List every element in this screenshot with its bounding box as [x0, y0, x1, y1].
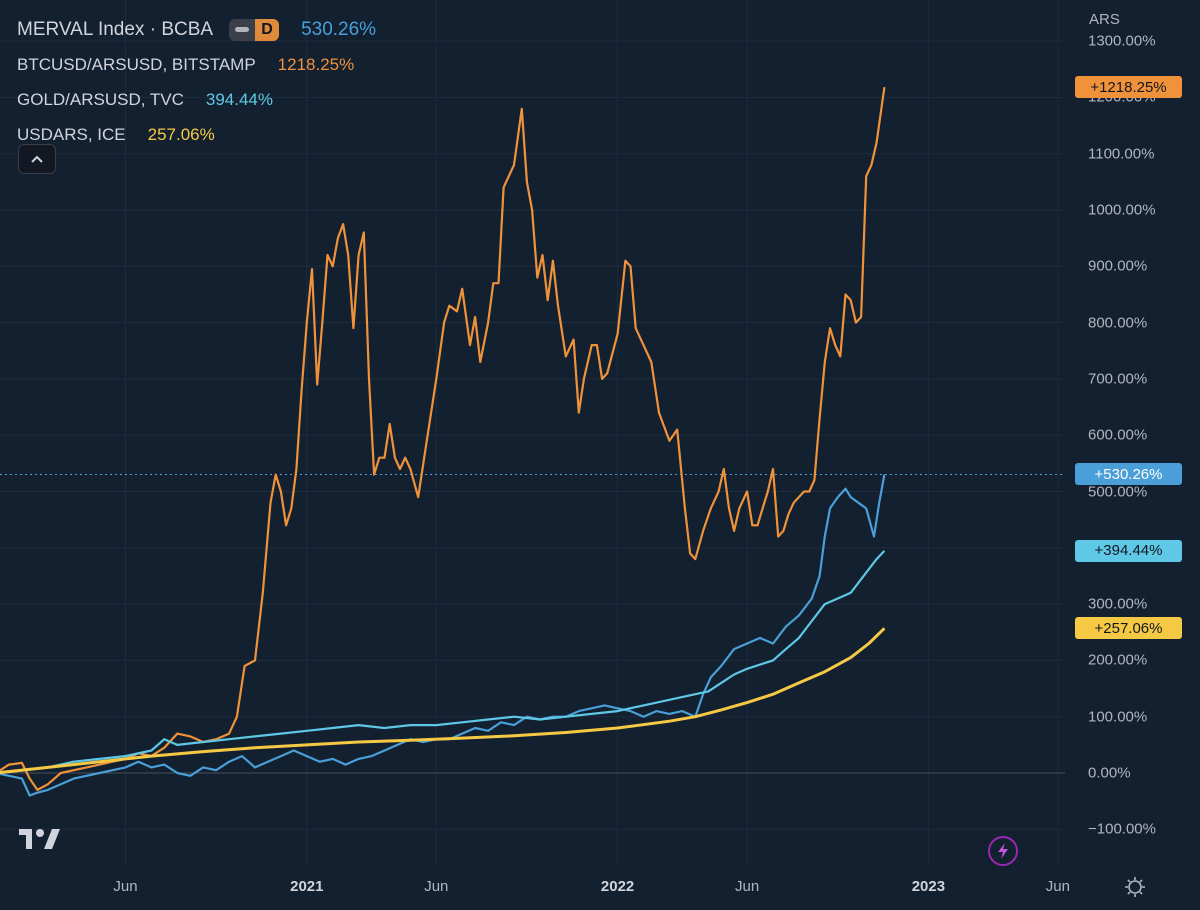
last-value-badge: +257.06%: [1075, 617, 1182, 640]
x-tick-label: 2022: [600, 878, 635, 895]
y-tick-label: 0.00%: [1088, 764, 1131, 782]
hide-icon[interactable]: [229, 27, 255, 32]
x-tick-label: Jun: [113, 878, 138, 895]
settings-button[interactable]: [1124, 876, 1146, 903]
legend-name: BTCUSD/ARSUSD, BITSTAMP: [17, 54, 256, 74]
legend-pct: 394.44%: [205, 89, 274, 109]
legend-pct: 1218.25%: [277, 54, 355, 74]
y-tick-label: 200.00%: [1088, 651, 1148, 669]
legend-pct: 257.06%: [147, 124, 215, 144]
series-layer: [0, 86, 886, 797]
main-pct: 530.26%: [301, 18, 377, 40]
legend-row-btc[interactable]: BTCUSD/ARSUSD, BITSTAMP 1218.25%: [17, 47, 376, 82]
y-tick-label: 800.00%: [1088, 314, 1148, 332]
y-tick-label: 600.00%: [1088, 426, 1148, 444]
interval-badge[interactable]: D: [255, 18, 280, 41]
legend-name: GOLD/ARSUSD, TVC: [17, 89, 184, 109]
axis-currency-label[interactable]: ARS: [1089, 11, 1120, 28]
series-line-usdars[interactable]: [0, 627, 886, 775]
legend-main-row[interactable]: MERVAL Index · BCBA D 530.26%: [17, 12, 376, 47]
collapse-legend-button[interactable]: [18, 144, 56, 174]
visibility-toggle[interactable]: D: [229, 18, 280, 41]
legend-row-gold[interactable]: GOLD/ARSUSD, TVC 394.44%: [17, 82, 376, 117]
y-tick-label: 700.00%: [1088, 370, 1148, 388]
y-tick-label: 900.00%: [1088, 257, 1148, 275]
y-tick-label: 1300.00%: [1088, 32, 1156, 50]
last-value-badge: +394.44%: [1075, 539, 1182, 562]
legend-name: USDARS, ICE: [17, 124, 126, 144]
flash-button[interactable]: [988, 836, 1018, 866]
y-tick-label: 1100.00%: [1088, 145, 1155, 163]
y-tick-label: −100.00%: [1088, 820, 1156, 838]
tradingview-logo-icon: [19, 829, 60, 849]
y-tick-label: 1000.00%: [1088, 201, 1156, 219]
y-tick-label: 500.00%: [1088, 483, 1148, 500]
series-line-gold[interactable]: [0, 550, 886, 774]
y-tick-label: 100.00%: [1088, 708, 1148, 726]
x-tick-label: Jun: [424, 878, 449, 895]
series-line-btcusd[interactable]: [0, 86, 886, 792]
last-value-badge: +1218.25%: [1075, 76, 1182, 99]
main-symbol-name[interactable]: MERVAL Index · BCBA: [17, 18, 214, 40]
tradingview-logo[interactable]: [19, 826, 65, 857]
chart-legend: MERVAL Index · BCBA D 530.26% BTCUSD/ARS…: [17, 12, 376, 152]
x-tick-label: Jun: [1045, 878, 1070, 895]
x-tick-label: 2021: [290, 878, 324, 895]
legend-row-usdars[interactable]: USDARS, ICE 257.06%: [17, 117, 376, 152]
gear-icon: [1125, 877, 1145, 897]
x-tick-label: 2023: [911, 878, 946, 895]
chevron-up-icon: [31, 155, 43, 163]
y-tick-label: 300.00%: [1088, 595, 1148, 613]
series-line-merval[interactable]: [0, 474, 886, 797]
last-value-badge: +530.26%: [1075, 463, 1182, 486]
x-tick-label: Jun: [735, 878, 760, 895]
lightning-icon: [998, 843, 1008, 859]
